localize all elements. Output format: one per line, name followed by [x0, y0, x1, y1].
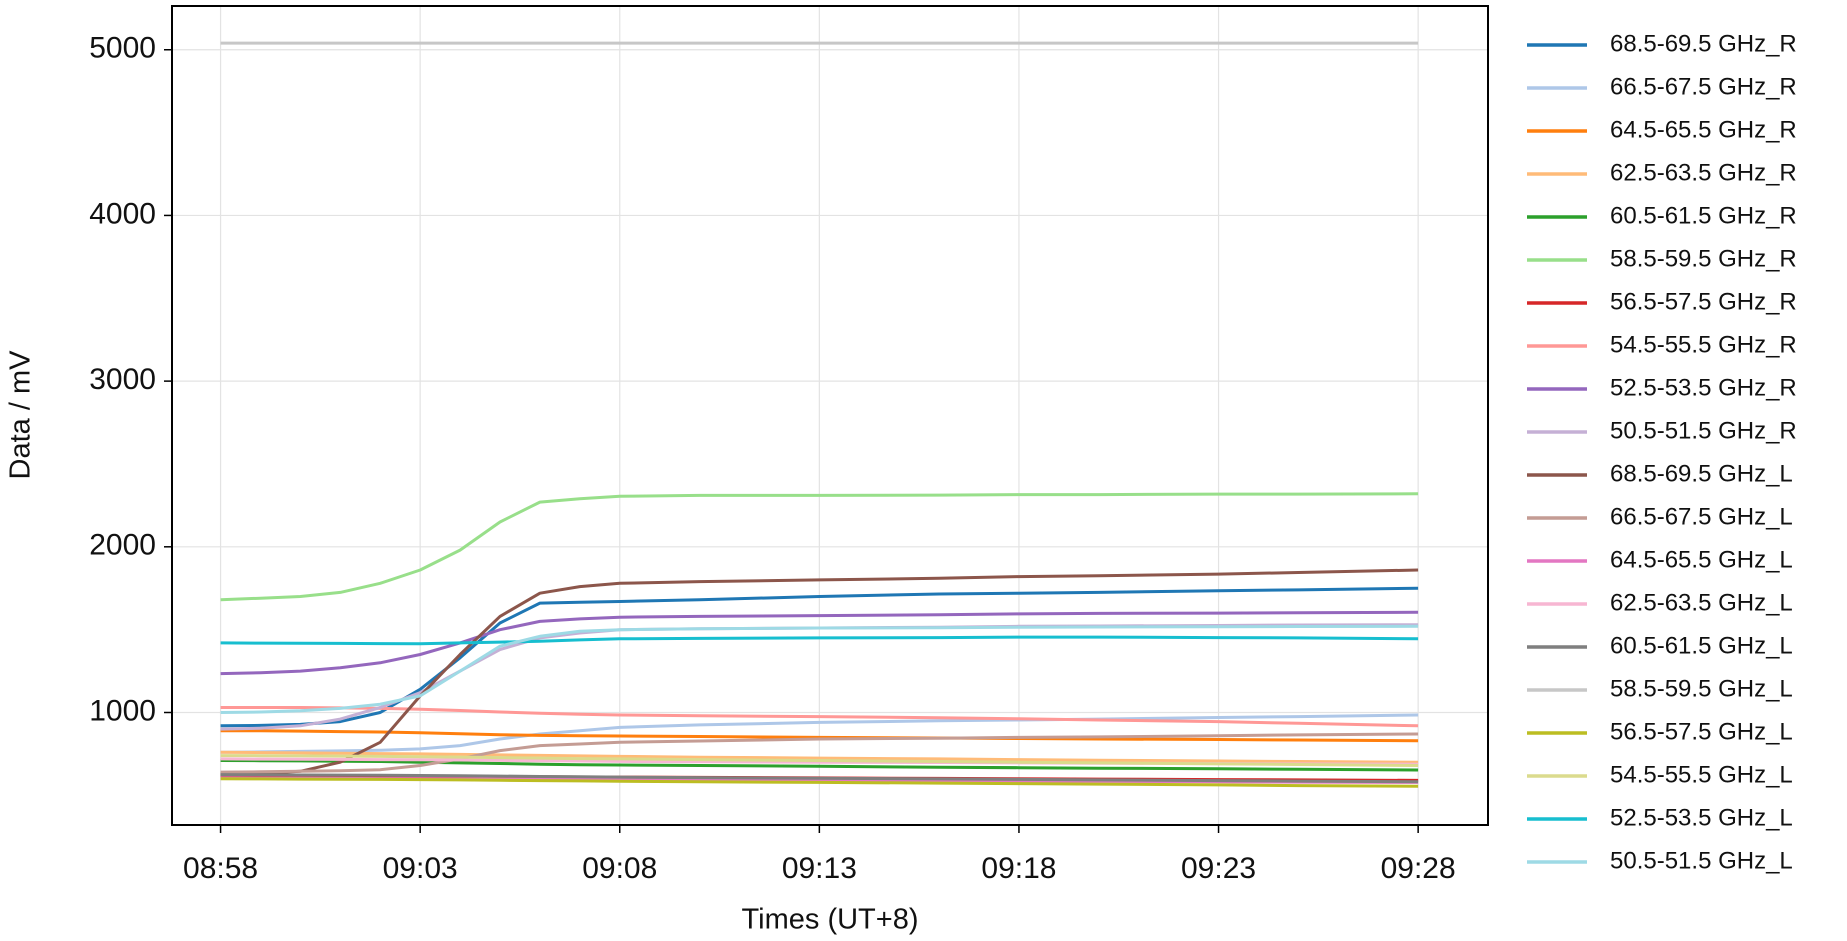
- legend-label: 50.5-51.5 GHz_L: [1610, 847, 1793, 874]
- x-tick-label: 09:13: [782, 852, 857, 885]
- legend-label: 68.5-69.5 GHz_R: [1610, 30, 1797, 57]
- legend-label: 56.5-57.5 GHz_L: [1610, 718, 1793, 745]
- series-line: [220, 568, 1419, 776]
- legend-label: 54.5-55.5 GHz_R: [1610, 331, 1797, 358]
- x-axis-label: Times (UT+8): [742, 904, 919, 936]
- series-line: [220, 624, 1419, 714]
- legend-label: 56.5-57.5 GHz_R: [1610, 288, 1797, 315]
- legend-label: 54.5-55.5 GHz_L: [1610, 761, 1793, 788]
- y-tick-label: 1000: [89, 694, 156, 727]
- y-tick-label: 3000: [89, 363, 156, 396]
- legend-label: 66.5-67.5 GHz_L: [1610, 503, 1793, 530]
- legend-label: 58.5-59.5 GHz_R: [1610, 245, 1797, 272]
- series-line: [220, 732, 1419, 774]
- series-line: [220, 586, 1419, 728]
- x-tick-label: 08:58: [183, 852, 258, 885]
- y-tick-label: 5000: [89, 32, 156, 65]
- legend-label: 62.5-63.5 GHz_L: [1610, 589, 1793, 616]
- legend-label: 52.5-53.5 GHz_L: [1610, 804, 1793, 831]
- series-line: [220, 750, 1419, 764]
- series-line: [220, 635, 1419, 646]
- series-line: [220, 610, 1419, 676]
- y-tick-label: 2000: [89, 529, 156, 562]
- x-tick-label: 09:28: [1381, 852, 1456, 885]
- legend-label: 66.5-67.5 GHz_R: [1610, 73, 1797, 100]
- series-line: [220, 777, 1419, 788]
- y-tick-label: 4000: [89, 197, 156, 230]
- legend-label: 62.5-63.5 GHz_R: [1610, 159, 1797, 186]
- x-tick-label: 09:03: [383, 852, 458, 885]
- legend-label: 52.5-53.5 GHz_R: [1610, 374, 1797, 401]
- plot-frame: [171, 5, 1489, 826]
- legend-label: 50.5-51.5 GHz_R: [1610, 417, 1797, 444]
- x-tick-label: 09:08: [582, 852, 657, 885]
- y-axis-label: Data / mV: [5, 350, 37, 480]
- series-line: [220, 729, 1419, 743]
- legend-label: 60.5-61.5 GHz_R: [1610, 202, 1797, 229]
- series-line: [220, 773, 1419, 784]
- x-tick-label: 09:18: [981, 852, 1056, 885]
- series-line: [220, 492, 1419, 602]
- legend-label: 58.5-59.5 GHz_L: [1610, 675, 1793, 702]
- legend-label: 64.5-65.5 GHz_L: [1610, 546, 1793, 573]
- legend-label: 64.5-65.5 GHz_R: [1610, 116, 1797, 143]
- legend-label: 60.5-61.5 GHz_L: [1610, 632, 1793, 659]
- series-line: [220, 754, 1419, 767]
- legend-label: 68.5-69.5 GHz_L: [1610, 460, 1793, 487]
- x-tick-label: 09:23: [1181, 852, 1256, 885]
